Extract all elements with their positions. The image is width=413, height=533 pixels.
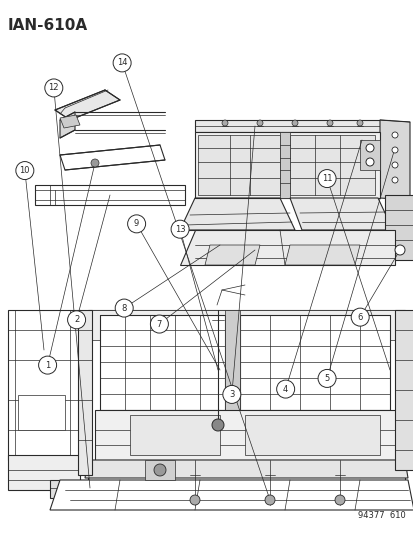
Polygon shape — [88, 310, 404, 490]
Polygon shape — [100, 315, 224, 410]
Circle shape — [190, 495, 199, 505]
Circle shape — [391, 147, 397, 153]
Circle shape — [171, 220, 189, 238]
Polygon shape — [8, 455, 80, 490]
Circle shape — [256, 120, 262, 126]
Circle shape — [317, 369, 335, 387]
Circle shape — [391, 162, 397, 168]
Polygon shape — [180, 230, 394, 265]
Text: 3: 3 — [229, 390, 234, 399]
Polygon shape — [95, 410, 399, 460]
Polygon shape — [78, 310, 92, 475]
Polygon shape — [50, 480, 140, 498]
Polygon shape — [394, 310, 413, 470]
Circle shape — [334, 495, 344, 505]
Text: 8: 8 — [121, 304, 126, 312]
Polygon shape — [289, 198, 392, 230]
Circle shape — [67, 311, 85, 329]
Polygon shape — [224, 310, 240, 415]
Text: 5: 5 — [324, 374, 329, 383]
Polygon shape — [130, 415, 219, 455]
Circle shape — [211, 419, 223, 431]
Circle shape — [291, 120, 297, 126]
Circle shape — [150, 315, 168, 333]
Text: 12: 12 — [48, 84, 59, 92]
Polygon shape — [289, 135, 374, 195]
Circle shape — [221, 120, 228, 126]
Text: 14: 14 — [116, 59, 127, 67]
Polygon shape — [60, 115, 80, 128]
Circle shape — [365, 158, 373, 166]
Text: 11: 11 — [321, 174, 332, 183]
Circle shape — [45, 79, 63, 97]
Circle shape — [16, 161, 34, 180]
Text: 13: 13 — [174, 225, 185, 233]
Text: 10: 10 — [19, 166, 30, 175]
Polygon shape — [35, 185, 185, 205]
Text: 7: 7 — [157, 320, 161, 328]
Polygon shape — [359, 140, 379, 170]
Polygon shape — [379, 120, 409, 200]
Polygon shape — [145, 460, 175, 480]
Circle shape — [276, 380, 294, 398]
Polygon shape — [279, 132, 289, 198]
Polygon shape — [195, 132, 379, 198]
Text: 94377  610: 94377 610 — [357, 511, 405, 520]
Text: 2: 2 — [74, 316, 79, 324]
Text: 6: 6 — [357, 313, 362, 321]
Polygon shape — [55, 90, 120, 120]
Polygon shape — [60, 112, 75, 138]
Polygon shape — [18, 395, 65, 430]
Text: IAN-610A: IAN-610A — [8, 18, 88, 33]
Text: 9: 9 — [134, 220, 139, 228]
Polygon shape — [85, 460, 407, 478]
Polygon shape — [8, 310, 80, 460]
Circle shape — [113, 54, 131, 72]
Polygon shape — [204, 245, 259, 265]
Circle shape — [350, 308, 368, 326]
Circle shape — [127, 215, 145, 233]
Polygon shape — [284, 245, 359, 265]
Polygon shape — [197, 135, 279, 195]
Polygon shape — [88, 310, 404, 340]
Circle shape — [222, 385, 240, 403]
Polygon shape — [180, 198, 294, 230]
Circle shape — [38, 356, 57, 374]
Polygon shape — [60, 145, 165, 170]
Circle shape — [365, 144, 373, 152]
Circle shape — [391, 132, 397, 138]
Circle shape — [391, 177, 397, 183]
Polygon shape — [195, 120, 389, 132]
Circle shape — [317, 169, 335, 188]
Text: 1: 1 — [45, 361, 50, 369]
Circle shape — [264, 495, 274, 505]
Circle shape — [326, 120, 332, 126]
Polygon shape — [384, 195, 413, 260]
Text: 4: 4 — [282, 385, 287, 393]
Polygon shape — [244, 415, 379, 455]
Circle shape — [91, 159, 99, 167]
Polygon shape — [50, 480, 413, 510]
Polygon shape — [240, 315, 389, 410]
Circle shape — [394, 245, 404, 255]
Circle shape — [154, 464, 166, 476]
Circle shape — [356, 120, 362, 126]
Circle shape — [115, 299, 133, 317]
